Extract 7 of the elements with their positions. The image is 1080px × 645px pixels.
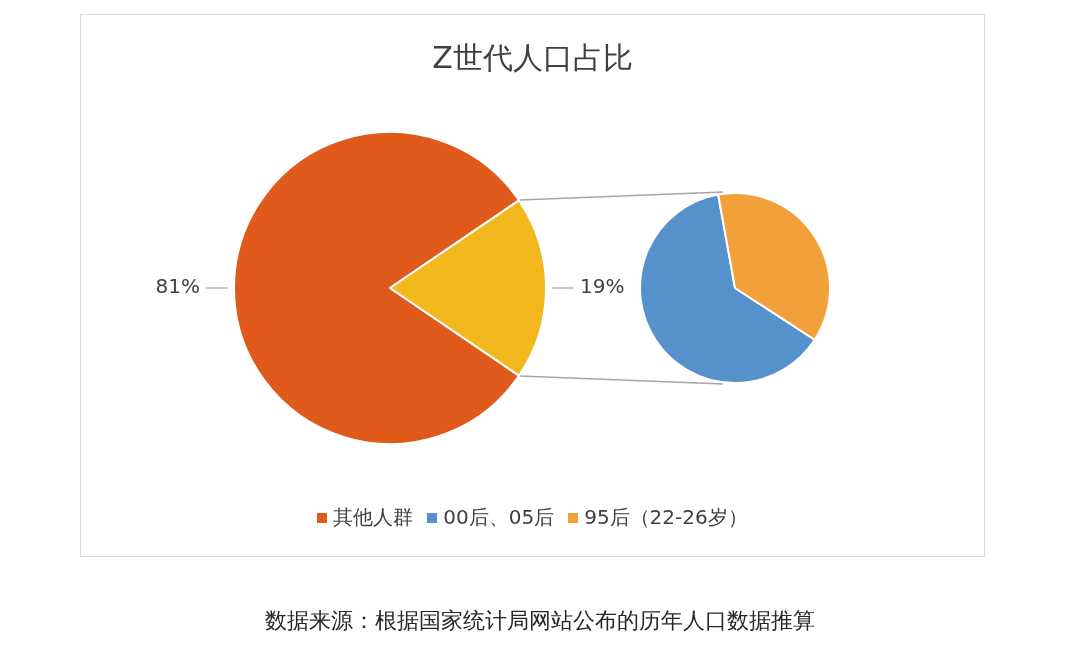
chart-title: Z世代人口占比	[431, 39, 634, 77]
data-label: 19%	[580, 274, 625, 299]
legend-label: 00后、05后	[443, 504, 555, 531]
legend-label: 其他人群	[333, 504, 414, 531]
source-note: 数据来源：根据国家统计局网站公布的历年人口数据推算	[264, 607, 816, 635]
data-label: 81%	[155, 274, 200, 299]
legend-label: 95后（22-26岁）	[584, 504, 748, 531]
